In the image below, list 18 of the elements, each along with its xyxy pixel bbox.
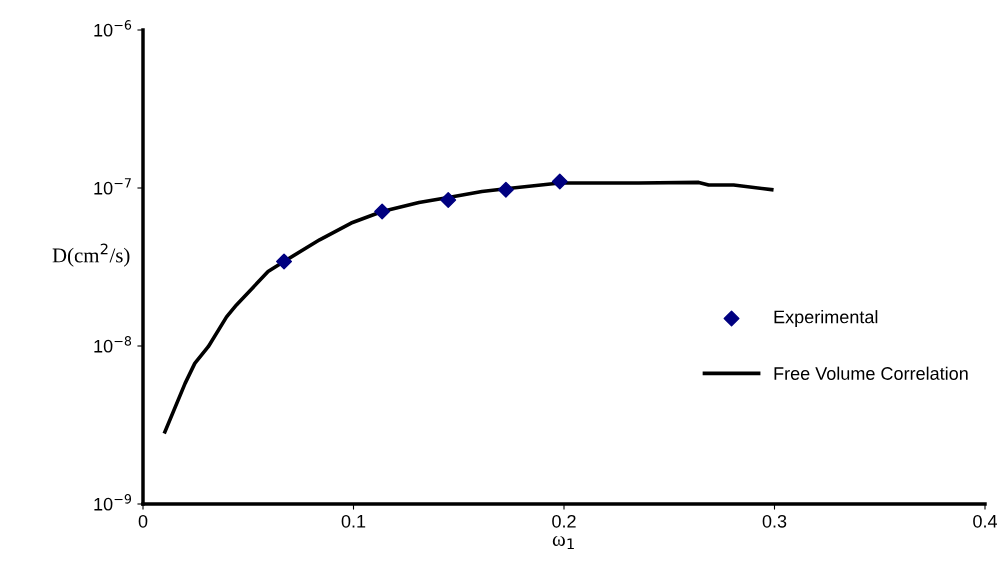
x-axis-title: ω$_{1}$ — [552, 535, 574, 550]
point — [276, 253, 293, 270]
y-tick-label: 10$^{−7}$ — [94, 178, 131, 195]
x-tick-label: 0.1 — [341, 514, 366, 528]
y-tick-label: 10$^{−9}$ — [94, 494, 132, 511]
point — [374, 203, 391, 220]
x-tick-label: 0 — [138, 514, 148, 528]
point — [497, 181, 514, 198]
x-tick-label: 0.2 — [552, 514, 576, 528]
y-tick-label: 10$^{−8}$ — [94, 336, 132, 353]
y-tick-label: 10$^{−6}$ — [94, 20, 132, 37]
y-axis-title: D(cm$^{2}$/s) — [52, 243, 130, 267]
point — [551, 173, 568, 190]
legend-label: Free Volume Correlation — [774, 366, 968, 380]
point — [440, 191, 457, 208]
x-tick-label: 0.4 — [973, 514, 998, 528]
x-tick-label: 0.3 — [762, 514, 787, 528]
legend-label: Experimental — [774, 310, 878, 327]
